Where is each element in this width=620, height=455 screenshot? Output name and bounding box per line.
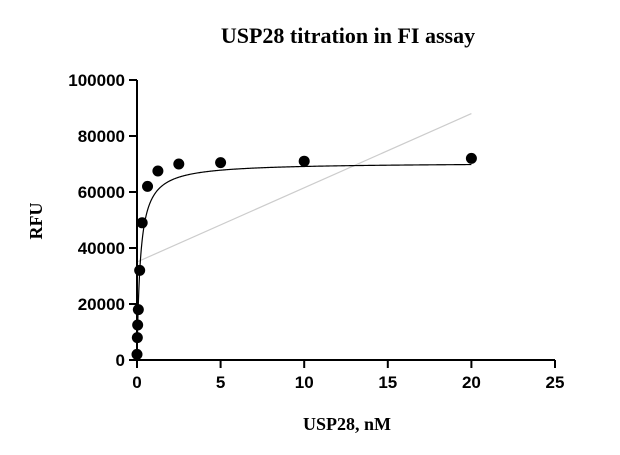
data-point (215, 157, 227, 169)
x-axis-label: USP28, nM (303, 414, 391, 434)
y-tick-label: 100000 (68, 71, 125, 90)
fit-curve (136, 163, 472, 360)
data-point (152, 165, 164, 177)
y-tick-label: 40000 (78, 239, 125, 258)
x-tick-label: 0 (132, 373, 141, 392)
fit-curve-layer (136, 163, 472, 360)
linear-fit-line (136, 113, 472, 263)
linear-fit-layer (136, 113, 472, 263)
data-point (136, 217, 148, 229)
y-axis-label: RFU (26, 203, 46, 240)
y-tick-label: 20000 (78, 295, 125, 314)
y-tick-label: 60000 (78, 183, 125, 202)
chart-title: USP28 titration in FI assay (221, 23, 475, 48)
x-ticks: 0 5 10 15 20 25 (132, 360, 564, 392)
y-tick-label: 0 (116, 351, 125, 370)
x-tick-label: 15 (378, 373, 397, 392)
data-points-layer (131, 152, 477, 360)
y-ticks: 0 20000 40000 60000 80000 100000 (68, 71, 137, 370)
y-tick-label: 80000 (78, 127, 125, 146)
data-point (134, 264, 146, 276)
data-point (298, 155, 310, 167)
x-tick-label: 10 (295, 373, 314, 392)
data-point (465, 152, 477, 164)
data-point (142, 180, 154, 192)
x-tick-label: 5 (216, 373, 225, 392)
data-point (132, 304, 144, 316)
data-point (173, 158, 185, 170)
x-tick-label: 20 (462, 373, 481, 392)
x-tick-label: 25 (546, 373, 565, 392)
